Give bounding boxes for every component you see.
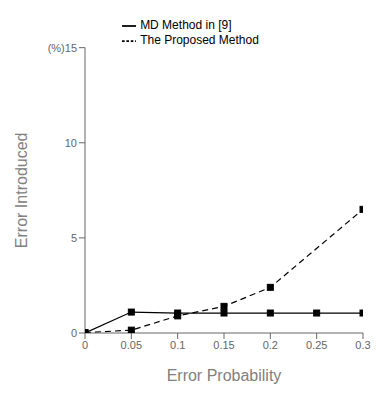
svg-text:0.15: 0.15 [213,339,234,351]
svg-text:Error Introduced: Error Introduced [13,133,30,249]
svg-text:0.3: 0.3 [355,339,370,351]
html-text:The Proposed Method: The Proposed Method [140,32,259,47]
svg-text:Error Probability: Error Probability [167,367,282,384]
svg-text:10: 10 [65,137,77,149]
svg-text:0.1: 0.1 [170,339,185,351]
svg-text:0.2: 0.2 [263,339,278,351]
svg-text:0: 0 [82,339,88,351]
svg-text:(%)15: (%)15 [48,42,77,54]
svg-text:5: 5 [71,232,77,244]
svg-text:0.25: 0.25 [306,339,327,351]
svg-text:0: 0 [71,327,77,339]
html-text:MD Method in [9]: MD Method in [9] [140,18,232,32]
svg-text:0.05: 0.05 [121,339,142,351]
